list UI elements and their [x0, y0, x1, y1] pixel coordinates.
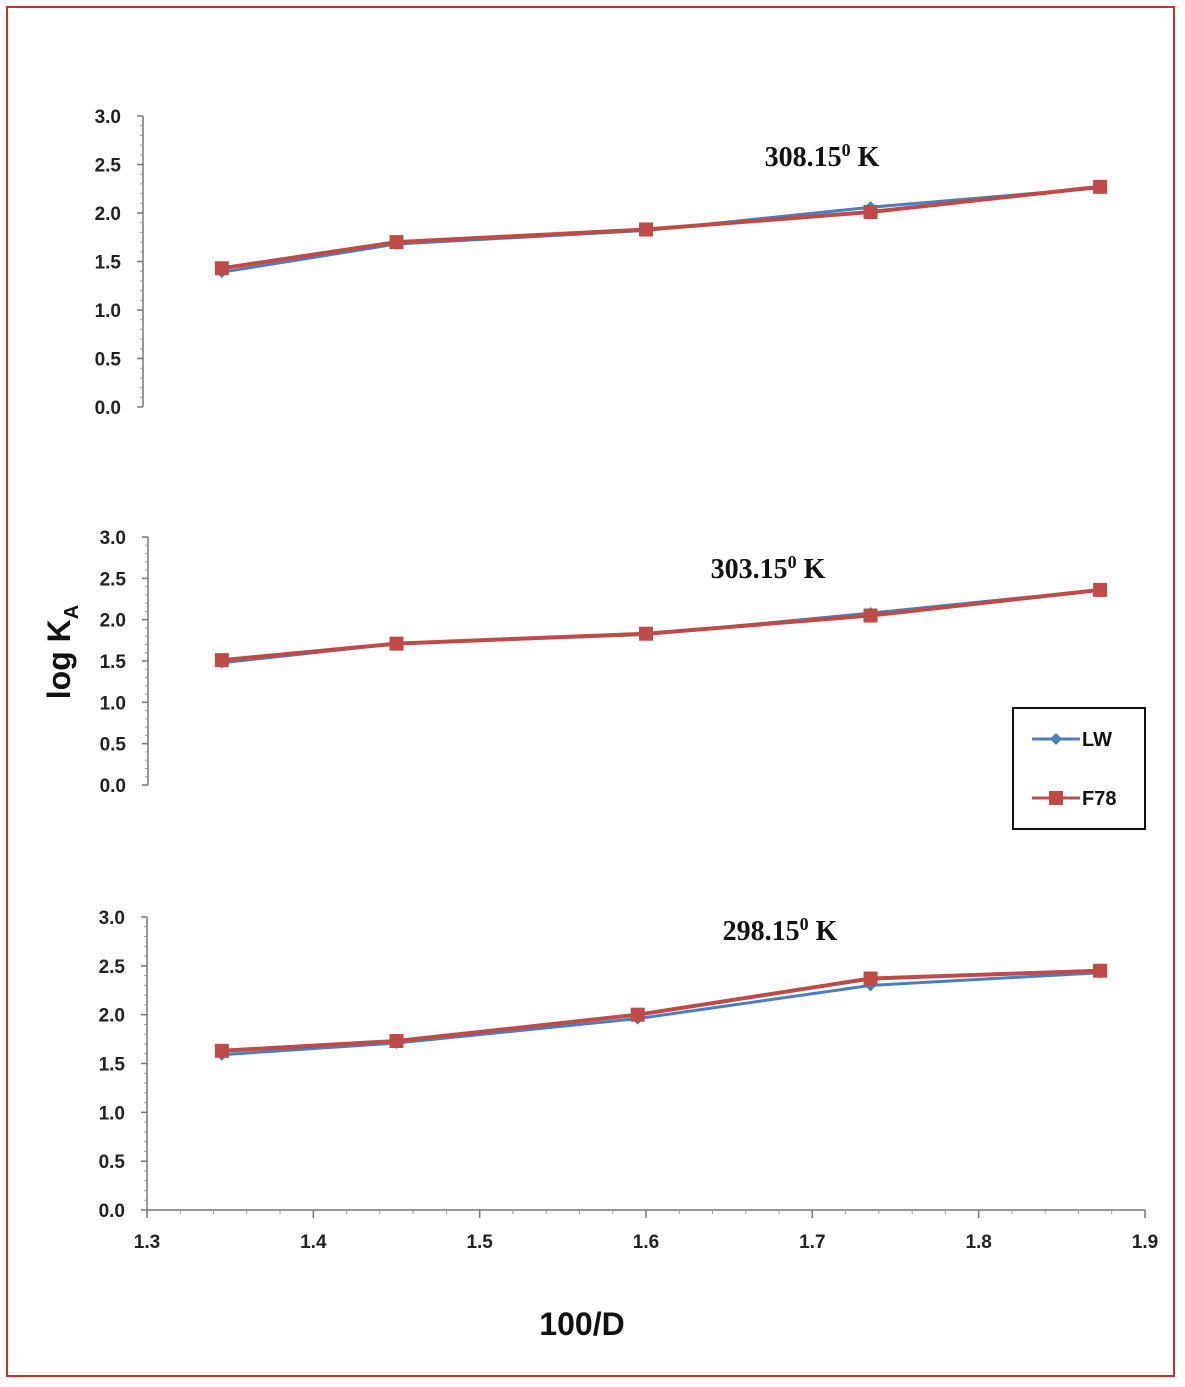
data-point-f78	[1093, 582, 1108, 597]
data-point-f78	[214, 1043, 229, 1058]
y-tick-label: 2.0	[99, 1006, 125, 1027]
y-tick-label: 0.5	[95, 350, 122, 371]
data-point-f78	[214, 653, 229, 668]
y-tick-label: 2.0	[95, 204, 121, 225]
x-tick-label: 1.7	[799, 1232, 825, 1253]
svg-text:log KA: log KA	[41, 605, 83, 699]
y-tick-label: 0.0	[100, 776, 126, 797]
panel-3: 0.0 0.5 1.0 1.5 2.0 2.5 3.0 1.3 1.4 1.5 1.6 1.7 1.8 1…	[99, 908, 1159, 1253]
x-tick-label: 1.4	[300, 1232, 327, 1253]
legend-label-f78: F78	[1082, 788, 1116, 810]
x-tick-label: 1.8	[965, 1232, 991, 1253]
data-point-f78	[639, 222, 653, 237]
legend: LW F78	[1012, 707, 1146, 830]
legend-marker-lw	[1050, 733, 1062, 745]
temperature-label: 308.150 K	[765, 140, 880, 173]
x-axis-title: 100/D	[539, 1306, 624, 1342]
panels-layer: 0.0 0.5 1.0 1.5 2.0 2.5 3.0 308.150 K 0.0 0.5 1.0 1…	[95, 107, 1159, 1253]
x-tick-label: 1.6	[633, 1232, 659, 1253]
data-point-f78	[389, 636, 404, 651]
series-line-f78	[219, 968, 1103, 1053]
y-tick-label: 1.0	[95, 301, 121, 322]
y-tick-label: 2.0	[100, 611, 126, 632]
x-tick-label: 1.9	[1132, 1232, 1158, 1253]
y-tick-label: 3.0	[99, 908, 125, 929]
y-tick-label: 2.5	[100, 569, 127, 590]
data-point-f78	[214, 261, 229, 276]
data-point-f78	[863, 971, 878, 986]
data-point-f78	[389, 1034, 404, 1049]
series-line-f78	[219, 587, 1103, 663]
y-tick-label: 3.0	[100, 528, 126, 549]
y-tick-label: 0.0	[99, 1201, 125, 1222]
y-tick-label: 0.5	[100, 735, 127, 756]
y-tick-label: 2.5	[99, 957, 126, 978]
y-tick-label: 1.5	[100, 652, 127, 673]
y-tick-label: 2.5	[95, 156, 122, 177]
x-tick-label: 1.5	[466, 1232, 493, 1253]
panel-1: 0.0 0.5 1.0 1.5 2.0 2.5 3.0 308.150 K	[95, 107, 1108, 419]
x-tick-label: 1.3	[134, 1232, 160, 1253]
legend-label-lw: LW	[1082, 729, 1112, 751]
y-axis-title-subscript: A	[61, 605, 83, 619]
y-tick-label: 0.5	[99, 1152, 126, 1173]
temperature-label: 303.150 K	[711, 552, 826, 585]
data-point-f78	[863, 608, 878, 623]
y-axis-title-main: log K	[41, 619, 77, 699]
y-axis-title: log KA	[41, 605, 83, 699]
y-tick-label: 1.5	[99, 1055, 126, 1076]
y-tick-label: 1.0	[99, 1103, 125, 1124]
data-point-f78	[639, 626, 653, 641]
data-point-f78	[1093, 963, 1108, 978]
data-point-f78	[389, 235, 404, 250]
series-line-lw	[220, 588, 1102, 665]
y-tick-label: 1.5	[95, 253, 122, 274]
legend-marker-f78	[1049, 791, 1063, 805]
panel-2: 0.0 0.5 1.0 1.5 2.0 2.5 3.0 303.150 K	[100, 528, 1108, 797]
y-tick-label: 0.0	[95, 398, 121, 419]
data-point-f78	[1093, 179, 1108, 194]
legend-box	[1012, 707, 1146, 830]
data-point-f78	[863, 205, 878, 220]
y-tick-label: 1.0	[100, 693, 126, 714]
data-point-f78	[630, 1007, 645, 1022]
y-tick-label: 3.0	[95, 107, 121, 128]
temperature-label: 298.150 K	[723, 914, 838, 947]
